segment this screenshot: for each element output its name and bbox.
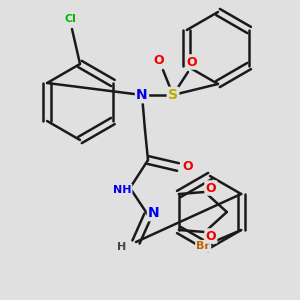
Text: N: N — [136, 88, 148, 102]
Text: Br: Br — [196, 241, 210, 251]
Text: N: N — [148, 206, 160, 220]
Text: O: O — [206, 230, 216, 242]
Text: Cl: Cl — [64, 14, 76, 24]
Text: O: O — [183, 160, 193, 173]
Text: H: H — [117, 242, 127, 252]
Text: O: O — [154, 53, 164, 67]
Text: NH: NH — [113, 185, 131, 195]
Text: O: O — [206, 182, 216, 194]
Text: S: S — [168, 88, 178, 102]
Text: O: O — [187, 56, 197, 68]
